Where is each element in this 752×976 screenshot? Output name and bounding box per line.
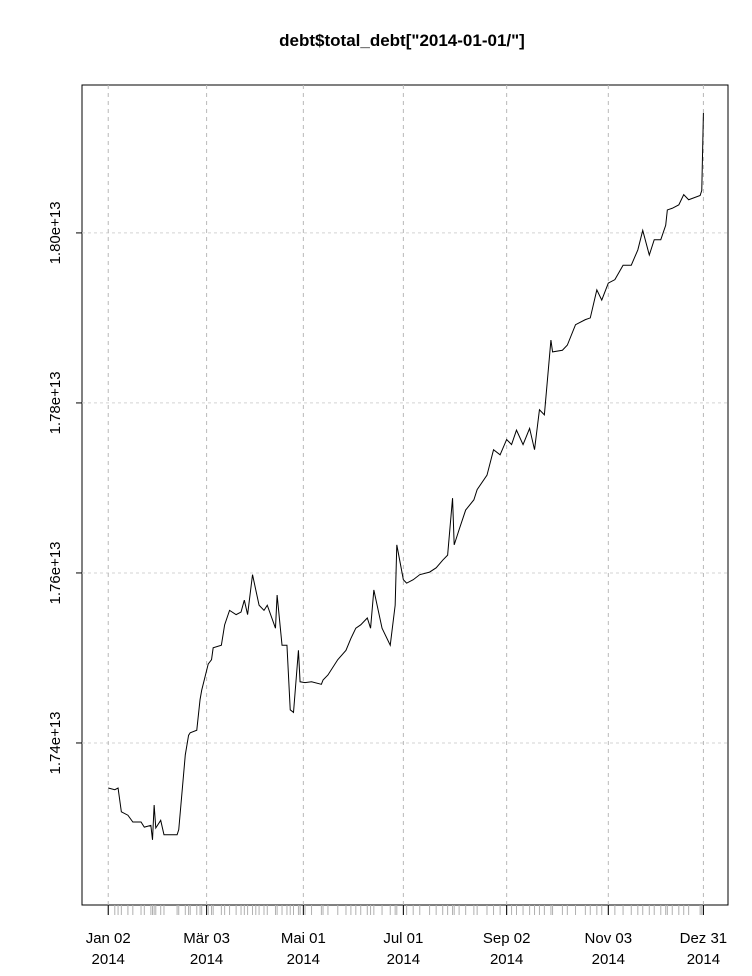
x-tick-label: Jul 01 2014 (383, 930, 423, 968)
y-tick-label: 1.76e+13 (47, 541, 64, 604)
y-tick-label: 1.80e+13 (47, 201, 64, 264)
x-tick-label: Mär 03 2014 (183, 930, 230, 968)
x-tick-label: Jan 02 2014 (86, 930, 131, 968)
y-tick-label: 1.74e+13 (47, 711, 64, 774)
y-tick-label: 1.78e+13 (47, 371, 64, 434)
x-tick-label: Sep 02 2014 (483, 930, 531, 968)
line (108, 113, 704, 840)
plot-frame (81, 84, 729, 906)
x-tick-label: Nov 03 2014 (585, 930, 633, 968)
x-tick-label: Mai 01 2014 (281, 930, 326, 968)
x-tick-label: Dez 31 2014 (680, 930, 728, 968)
chart-title: debt$total_debt["2014-01-01/"] (279, 31, 525, 50)
